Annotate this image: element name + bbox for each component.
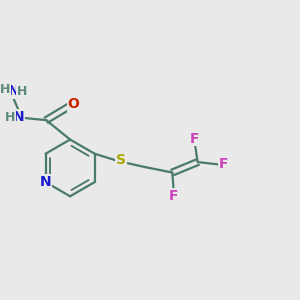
Text: F: F bbox=[219, 158, 229, 172]
Text: S: S bbox=[116, 153, 126, 167]
Text: H: H bbox=[5, 111, 16, 124]
Text: F: F bbox=[190, 131, 200, 146]
Text: O: O bbox=[68, 97, 79, 111]
Text: N: N bbox=[8, 84, 20, 98]
Text: F: F bbox=[169, 189, 178, 203]
Text: N: N bbox=[40, 175, 51, 189]
Text: H: H bbox=[0, 83, 11, 97]
Text: H: H bbox=[17, 85, 27, 98]
Text: N: N bbox=[12, 110, 24, 124]
